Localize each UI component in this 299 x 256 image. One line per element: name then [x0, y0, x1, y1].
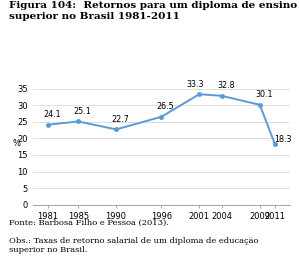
Text: 22.7: 22.7 [111, 115, 129, 124]
Text: Fonte: Barbosa Filho e Pessoa (2013).: Fonte: Barbosa Filho e Pessoa (2013). [9, 219, 169, 227]
Text: 24.1: 24.1 [43, 110, 61, 119]
Text: Figura 104:  Retornos para um diploma de ensino: Figura 104: Retornos para um diploma de … [9, 1, 297, 10]
Text: 30.1: 30.1 [255, 90, 273, 99]
Text: Obs.: Taxas de retorno salarial de um diploma de educação
superior no Brasil.: Obs.: Taxas de retorno salarial de um di… [9, 237, 258, 254]
Text: 26.5: 26.5 [157, 102, 175, 111]
Y-axis label: %: % [12, 139, 20, 148]
Text: 18.3: 18.3 [274, 135, 292, 144]
Text: 33.3: 33.3 [186, 80, 204, 89]
Text: 25.1: 25.1 [74, 107, 91, 116]
Text: superior no Brasil 1981-2011: superior no Brasil 1981-2011 [9, 12, 180, 20]
Text: 32.8: 32.8 [217, 81, 235, 90]
